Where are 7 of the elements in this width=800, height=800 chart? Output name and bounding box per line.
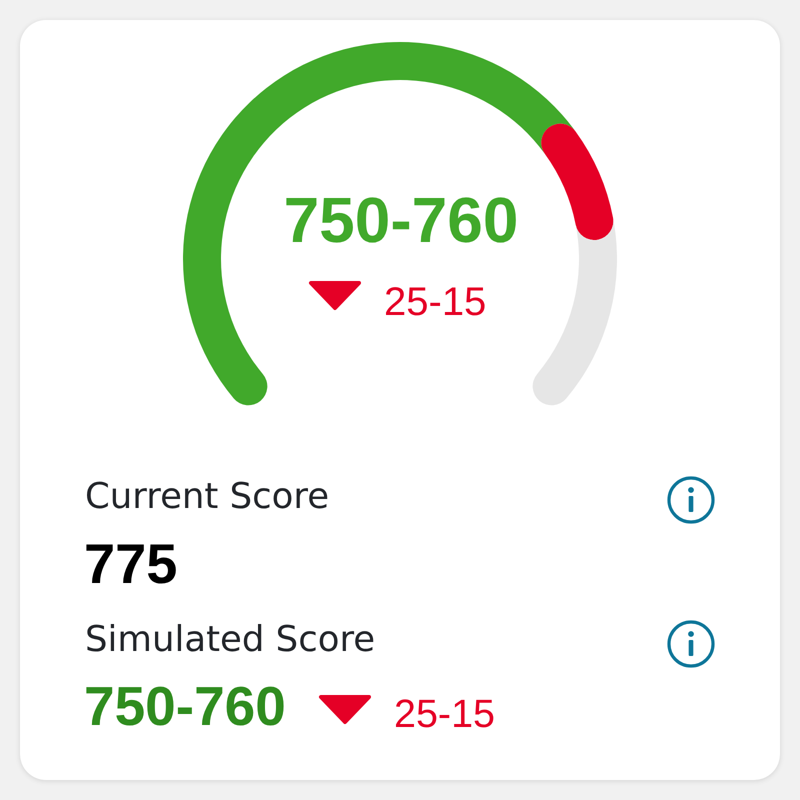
text: Simulated Score [85, 619, 376, 660]
text: 750-760 [84, 675, 286, 737]
text: Current Score [85, 476, 330, 517]
text: 25-15 [384, 280, 486, 324]
text: 25-15 [394, 692, 496, 736]
text: 775 [84, 532, 178, 595]
text: 750-760 [284, 184, 518, 256]
